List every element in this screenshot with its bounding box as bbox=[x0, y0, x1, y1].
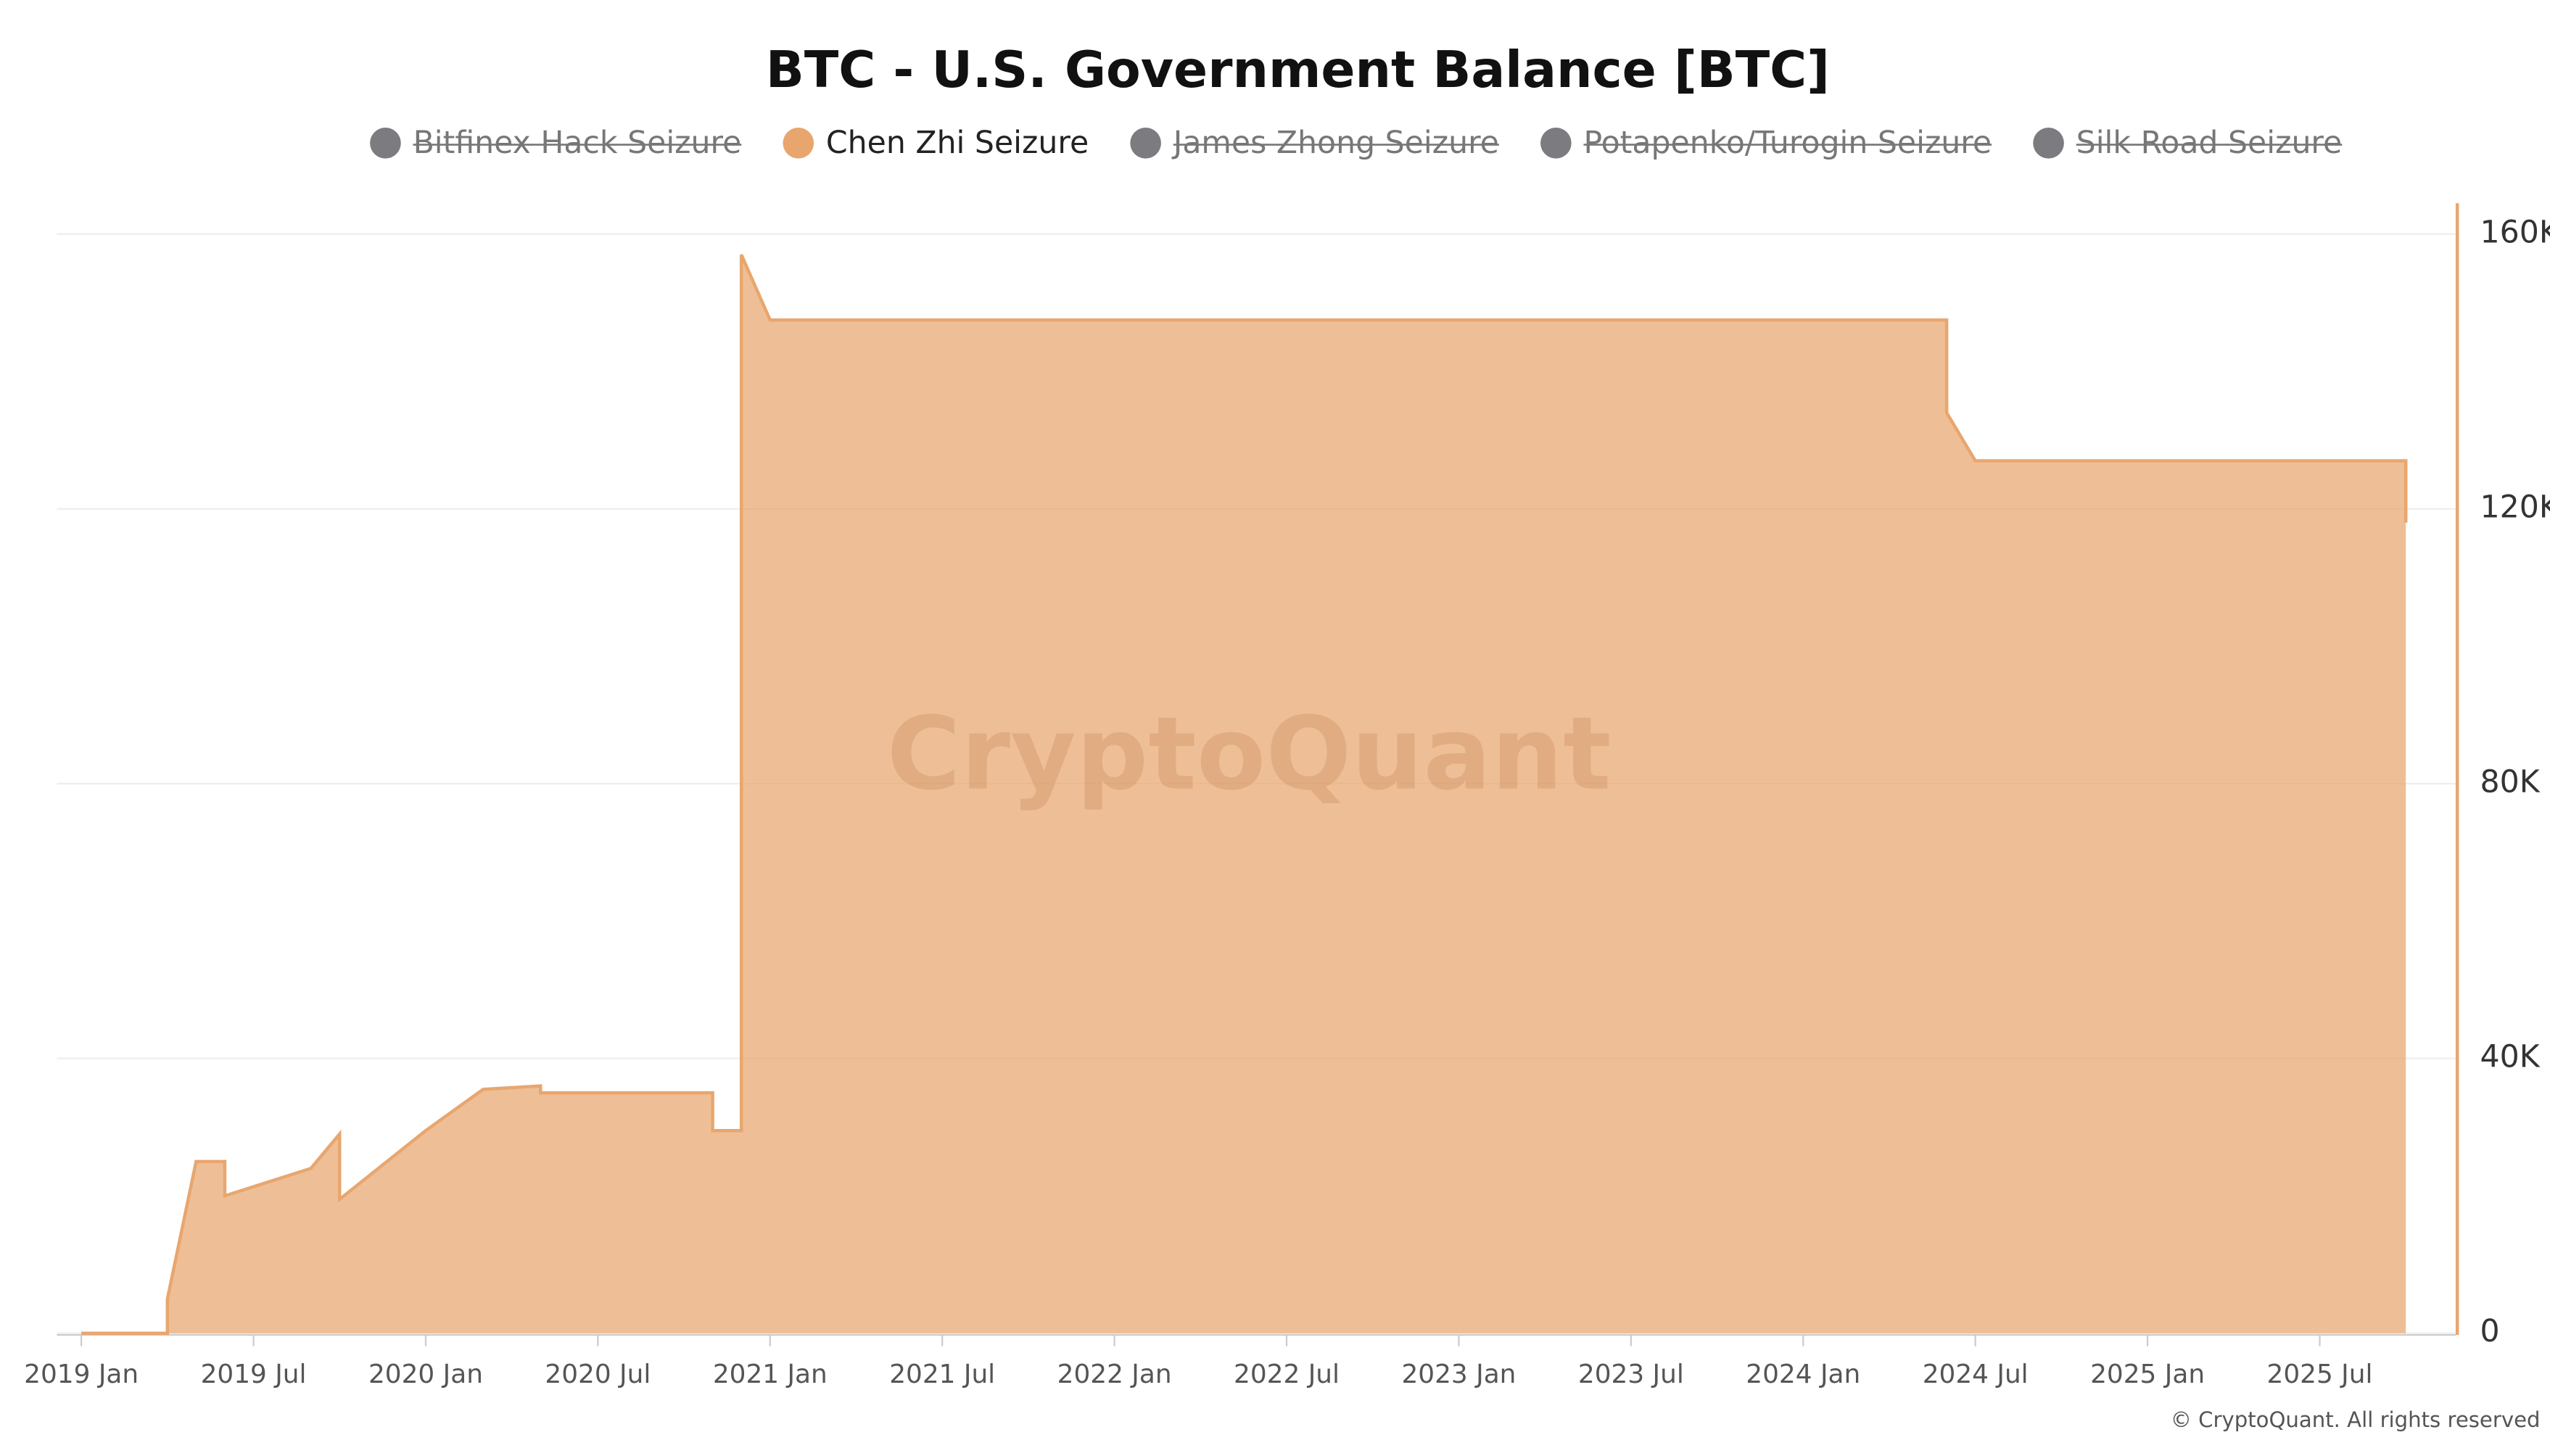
legend-label[interactable]: Silk Road Seizure bbox=[2076, 125, 2343, 161]
legend-label[interactable]: James Zhong Seizure bbox=[1171, 125, 1499, 161]
x-tick-label: 2020 Jan bbox=[368, 1360, 483, 1389]
x-tick-label: 2025 Jul bbox=[2267, 1360, 2373, 1389]
legend-marker bbox=[370, 128, 401, 159]
legend-label[interactable]: Bitfinex Hack Seizure bbox=[413, 125, 742, 161]
y-tick-label: 160K bbox=[2480, 214, 2550, 250]
x-tick-label: 2022 Jan bbox=[1057, 1360, 1172, 1389]
x-tick-label: 2021 Jul bbox=[889, 1360, 995, 1389]
copyright: © CryptoQuant. All rights reserved bbox=[2171, 1407, 2541, 1432]
x-tick-label: 2019 Jul bbox=[201, 1360, 307, 1389]
legend-label[interactable]: Chen Zhi Seizure bbox=[826, 125, 1089, 161]
y-tick-label: 80K bbox=[2480, 764, 2541, 800]
y-tick-label: 0 bbox=[2480, 1313, 2500, 1349]
legend-marker bbox=[2033, 128, 2064, 159]
x-tick-label: 2023 Jan bbox=[1401, 1360, 1516, 1389]
area bbox=[81, 255, 2406, 1333]
legend-marker bbox=[1540, 128, 1572, 159]
x-tick-label: 2019 Jan bbox=[24, 1360, 139, 1389]
legend-marker bbox=[783, 128, 814, 159]
x-tick-label: 2024 Jan bbox=[1746, 1360, 1860, 1389]
x-tick-label: 2022 Jul bbox=[1234, 1360, 1340, 1389]
x-tick-label: 2025 Jan bbox=[2090, 1360, 2205, 1389]
x-tick-label: 2023 Jul bbox=[1578, 1360, 1684, 1389]
y-tick-label: 120K bbox=[2480, 489, 2550, 525]
chart-title: BTC - U.S. Government Balance [BTC] bbox=[766, 41, 1830, 99]
watermark: CryptoQuant bbox=[887, 695, 1612, 812]
plot-area bbox=[57, 233, 2456, 1335]
y-tick-label: 40K bbox=[2480, 1038, 2541, 1075]
legend-label[interactable]: Potapenko/Turogin Seizure bbox=[1583, 125, 1992, 161]
x-tick-label: 2020 Jul bbox=[545, 1360, 651, 1389]
legend-marker bbox=[1130, 128, 1161, 159]
legend: Bitfinex Hack Seizure Chen Zhi Seizure Jam… bbox=[370, 125, 2342, 161]
x-tick-label: 2021 Jan bbox=[713, 1360, 828, 1389]
x-tick-label: 2024 Jul bbox=[1923, 1360, 2029, 1389]
line bbox=[81, 254, 2408, 1335]
